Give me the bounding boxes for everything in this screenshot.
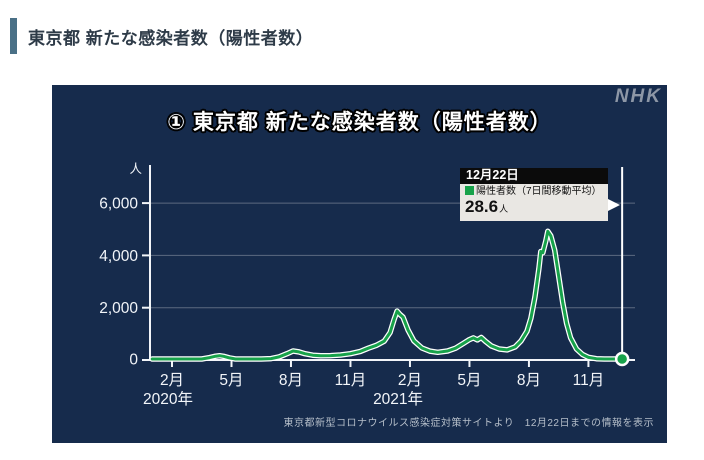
end-marker-dot[interactable] — [614, 351, 630, 367]
x-tick-label: 5月 — [219, 372, 243, 389]
x-tick-label: 2月 — [398, 372, 422, 389]
series-line-casing — [149, 228, 625, 362]
chart-title: ① 東京都 新たな感染者数（陽性者数） — [167, 111, 552, 134]
tooltip-body: 陽性者数（7日間移動平均） 28.6人 — [460, 184, 620, 221]
nhk-logo: NHK — [614, 86, 662, 107]
x-tick-label: 8月 — [517, 372, 541, 389]
data-tooltip: 12月22日 陽性者数（7日間移動平均） 28.6人 — [460, 168, 620, 221]
x-tick-label: 5月 — [457, 372, 481, 389]
tooltip-value-row: 28.6人 — [465, 198, 603, 218]
tooltip-legend: 陽性者数（7日間移動平均） — [465, 186, 603, 198]
chart-panel: NHK ① 東京都 新たな感染者数（陽性者数） 0 2,000 4,000 6,000… — [52, 85, 667, 443]
y-tick-label: 6,000 — [99, 196, 138, 213]
x-tick-label: 11月 — [573, 372, 605, 389]
year-label: 2020年 — [143, 390, 193, 408]
page-title: 東京都 新たな感染者数（陽性者数） — [28, 28, 314, 48]
line-chart[interactable]: 0 2,000 4,000 6,000 人 2月 5月 8月 11月 2月 5月 8月 11月 2020年… — [52, 85, 667, 443]
series-line[interactable] — [150, 229, 624, 361]
source-note: 東京都新型コロナウイルス感染症対策サイトより 12月22日までの情報を表示 — [283, 418, 654, 429]
y-axis-unit-label: 人 — [129, 162, 142, 176]
year-label: 2021年 — [373, 390, 423, 408]
x-tick-label: 8月 — [279, 372, 303, 389]
tooltip-arrow-icon — [608, 199, 620, 211]
x-tick-label: 2月 — [160, 372, 184, 389]
tooltip-value: 28.6 — [465, 197, 499, 216]
y-tick-label: 4,000 — [99, 248, 138, 265]
tooltip-date: 12月22日 — [460, 168, 608, 184]
y-tick-label: 2,000 — [99, 300, 138, 317]
legend-swatch-icon — [465, 186, 474, 195]
tooltip-unit: 人 — [499, 204, 509, 214]
y-tick-label: 0 — [129, 352, 138, 369]
x-tick-label: 11月 — [335, 372, 367, 389]
legend-label: 陽性者数（7日間移動平均） — [476, 186, 602, 197]
header-accent-bar — [10, 18, 17, 54]
page-header: 東京都 新たな感染者数（陽性者数） — [10, 18, 313, 54]
